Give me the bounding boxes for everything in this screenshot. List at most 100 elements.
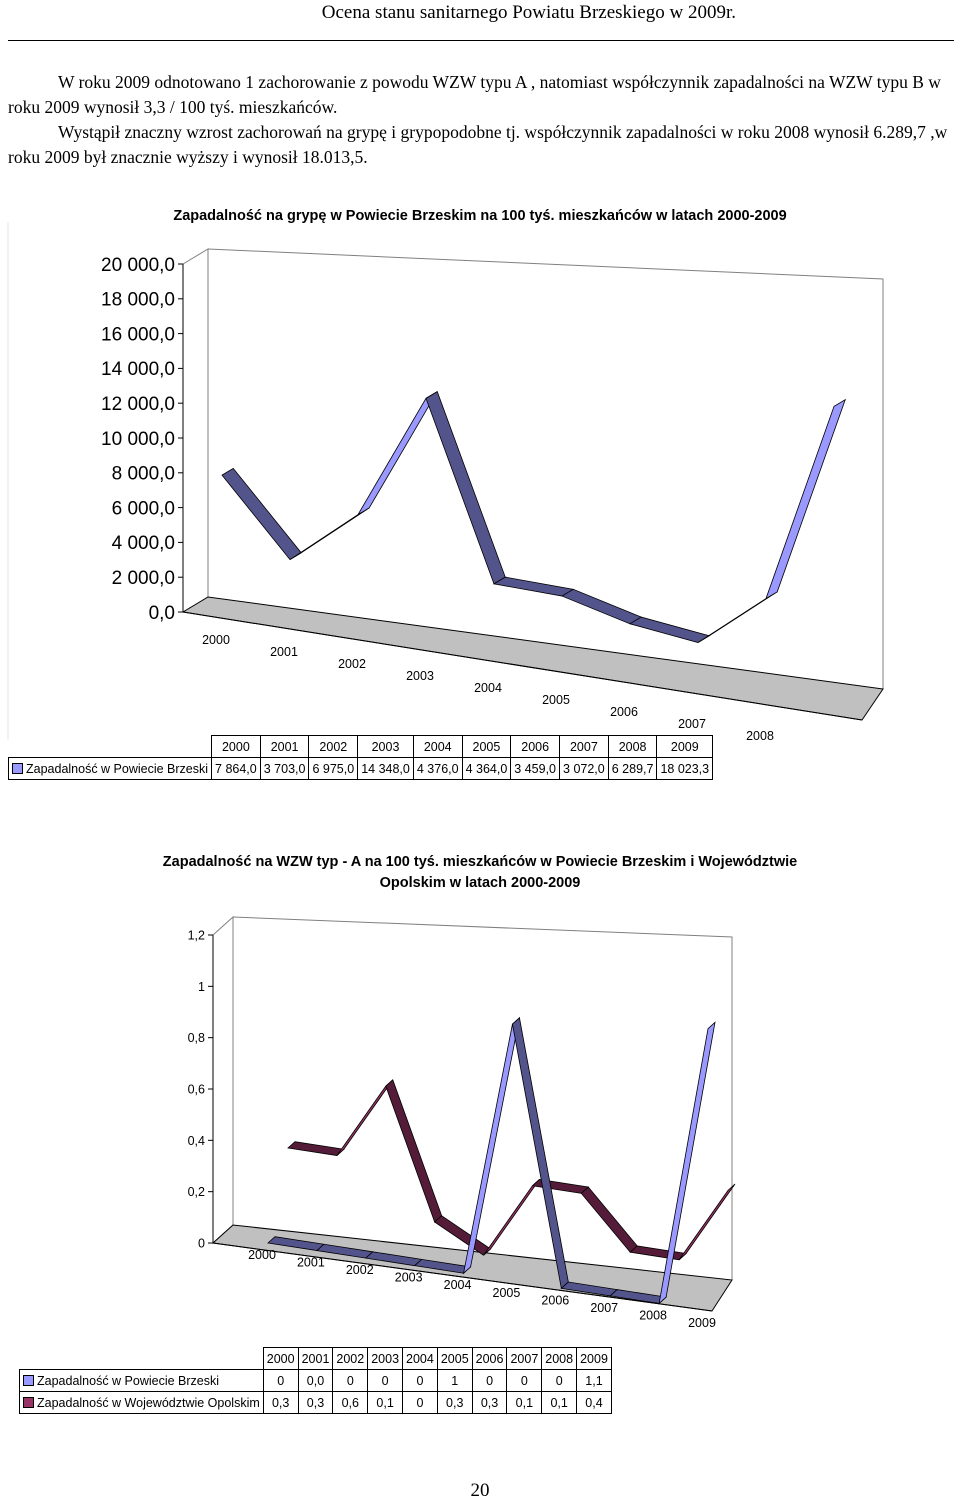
c2-y-tick-label: 0 bbox=[198, 1237, 205, 1251]
c2-series-0-segment bbox=[287, 1141, 345, 1156]
chart2-value-cell: 0,3 bbox=[297, 1391, 334, 1414]
series-name: Zapadalność w Powiecie Brzeski bbox=[37, 1373, 220, 1388]
chart2-data-table: 2000 2001 2002 2003 2004 2005 2006 2007 … bbox=[19, 1347, 612, 1414]
legend-swatch-blue bbox=[12, 762, 23, 774]
c2-y-tick-label: 0,2 bbox=[188, 1185, 205, 1199]
c1-y-tick-label: 6 000,0 bbox=[112, 498, 175, 519]
c1-y-tick-label: 12 000,0 bbox=[101, 394, 175, 415]
c2-series-0-segment bbox=[336, 1079, 394, 1156]
c1-y-tick-label: 20 000,0 bbox=[101, 255, 175, 276]
c2-category-label: 2004 bbox=[444, 1278, 472, 1292]
chart1-value-cell: 14 348,0 bbox=[357, 757, 414, 780]
chart1-table-row: Zapadalność w Powiecie Brzeski 7 864,0 3… bbox=[7, 757, 714, 780]
chart2-header-cell: 2006 bbox=[471, 1347, 508, 1370]
chart1-value-cell: 4 376,0 bbox=[412, 757, 463, 780]
chart2-value-cell: 0,0 bbox=[297, 1369, 334, 1392]
chart2-value-cell: 0 bbox=[471, 1369, 508, 1392]
c2-y-tick-label: 0,8 bbox=[188, 1031, 205, 1045]
chart2-header-cell: 2001 bbox=[297, 1347, 334, 1370]
chart2-value-cell: 0,1 bbox=[367, 1391, 404, 1414]
c1-series-0-segment bbox=[357, 391, 438, 515]
chart2-value-cell: 1,1 bbox=[576, 1369, 612, 1392]
c2-series-1-segment bbox=[512, 1017, 569, 1290]
chart1-header-cell: 2006 bbox=[510, 735, 561, 758]
c1-category-label: 2000 bbox=[202, 633, 230, 647]
chart1-title: Zapadalność na grypę w Powiecie Brzeskim… bbox=[173, 208, 787, 224]
c1-category-label: 2006 bbox=[610, 705, 638, 719]
legend-swatch-blue bbox=[23, 1374, 34, 1386]
chart2-header-cell: 2007 bbox=[506, 1347, 543, 1370]
c1-category-label: 2004 bbox=[474, 681, 502, 695]
c2-series-1-segment bbox=[658, 1021, 716, 1305]
chart2-value-cell: 0 bbox=[402, 1369, 438, 1392]
c1-y-tick-label: 0,0 bbox=[149, 603, 175, 624]
c1-side-wall bbox=[182, 248, 209, 613]
chart2-table-row-powiat: Zapadalność w Powiecie Brzeski 0 0,0 0 0… bbox=[19, 1369, 612, 1392]
chart2-wzw-a: 1,2 1 0,8 0,6 0,4 0,2 0 2000 2001 2002 2003 2004 20… bbox=[188, 915, 736, 1330]
chart2-value-cell: 0,3 bbox=[436, 1391, 473, 1414]
c2-series-0-segment bbox=[580, 1186, 638, 1253]
chart1-header-cell: 2002 bbox=[308, 735, 359, 758]
c2-category-label: 2007 bbox=[590, 1301, 618, 1315]
chart2-title: Zapadalność na WZW typ - A na 100 tyś. m… bbox=[0, 852, 960, 894]
chart2-value-cell: 0,1 bbox=[541, 1391, 578, 1414]
c2-category-label: 2000 bbox=[248, 1248, 276, 1262]
chart2-header-cell: 2004 bbox=[402, 1347, 438, 1370]
chart2-value-cell: 0,6 bbox=[332, 1391, 369, 1414]
header-rule bbox=[8, 40, 954, 41]
c2-category-label: 2008 bbox=[639, 1308, 667, 1322]
c1-series-0-segment bbox=[628, 616, 711, 643]
chart1-value-cell: 3 459,0 bbox=[510, 757, 561, 780]
chart1-value-cell: 7 864,0 bbox=[211, 757, 261, 780]
chart2-header-cell: 2008 bbox=[541, 1347, 578, 1370]
c2-series-0-segment bbox=[531, 1179, 590, 1194]
c2-x-axis bbox=[212, 1242, 713, 1312]
legend-swatch-maroon bbox=[23, 1396, 34, 1408]
chart2-title-line1: Zapadalność na WZW typ - A na 100 tyś. m… bbox=[162, 854, 798, 870]
chart1-value-cell: 4 364,0 bbox=[461, 757, 512, 780]
chart2-header-cell: 2000 bbox=[262, 1347, 299, 1370]
c1-y-tick-label: 10 000,0 bbox=[101, 429, 175, 450]
c1-category-label: 2007 bbox=[678, 717, 706, 731]
chart1-value-cell: 18 023,3 bbox=[656, 757, 714, 780]
c1-y-tick-label: 2 000,0 bbox=[112, 568, 175, 589]
c2-y-tick-label: 1 bbox=[198, 980, 205, 994]
chart2-header-cell: 2009 bbox=[576, 1347, 612, 1370]
chart1-header-cell: 2000 bbox=[211, 735, 261, 758]
chart1-value-cell: 6 289,7 bbox=[607, 757, 658, 780]
c1-series-0-segment bbox=[425, 391, 506, 585]
series-name: Zapadalność w Województwie Opolskim bbox=[37, 1395, 260, 1410]
c2-y-tick-label: 0,6 bbox=[188, 1083, 205, 1097]
c2-series-1-segment bbox=[462, 1016, 521, 1275]
c2-y-tick-label: 1,2 bbox=[188, 929, 205, 943]
chart2-value-cell: 0 bbox=[367, 1369, 404, 1392]
chart2-value-cell: 0,3 bbox=[262, 1391, 299, 1414]
c1-category-label: 2001 bbox=[270, 645, 298, 659]
chart2-value-cell: 0,1 bbox=[506, 1391, 543, 1414]
chart2-value-cell: 0 bbox=[262, 1369, 299, 1392]
c1-category-label: 2005 bbox=[542, 693, 570, 707]
c2-category-label: 2009 bbox=[688, 1316, 716, 1330]
c2-series-0-segment bbox=[629, 1245, 688, 1261]
c1-series-0-segment bbox=[221, 467, 302, 561]
c2-y-tick-label: 0,4 bbox=[188, 1134, 205, 1148]
chart1-header-cell: 2005 bbox=[461, 735, 512, 758]
chart2-header-cell: 2003 bbox=[367, 1347, 404, 1370]
c1-series-0-segment bbox=[561, 588, 643, 625]
c1-x-axis bbox=[182, 611, 863, 721]
chart1-value-cell: 3 072,0 bbox=[559, 757, 609, 780]
chart2-table-header-row: 2000 2001 2002 2003 2004 2005 2006 2007 … bbox=[20, 1347, 612, 1370]
chart2-series-label: Zapadalność w Powiecie Brzeski bbox=[19, 1369, 264, 1392]
chart1-table-header-row: 2000 2001 2002 2003 2004 2005 2006 2007 … bbox=[9, 735, 714, 758]
chart2-value-cell: 0 bbox=[506, 1369, 543, 1392]
c2-series-0-segment bbox=[385, 1079, 443, 1223]
c2-category-label: 2002 bbox=[346, 1263, 374, 1277]
chart1-header-cell: 2001 bbox=[259, 735, 310, 758]
chart1-header-cell: 2004 bbox=[412, 735, 463, 758]
c1-back-wall bbox=[207, 248, 884, 689]
chart2-header-cell: 2002 bbox=[332, 1347, 369, 1370]
c1-series-0-segment bbox=[289, 507, 370, 560]
chart1-header-cell: 2003 bbox=[357, 735, 414, 758]
c2-back-wall bbox=[232, 916, 733, 1280]
c2-category-label: 2003 bbox=[395, 1271, 423, 1285]
